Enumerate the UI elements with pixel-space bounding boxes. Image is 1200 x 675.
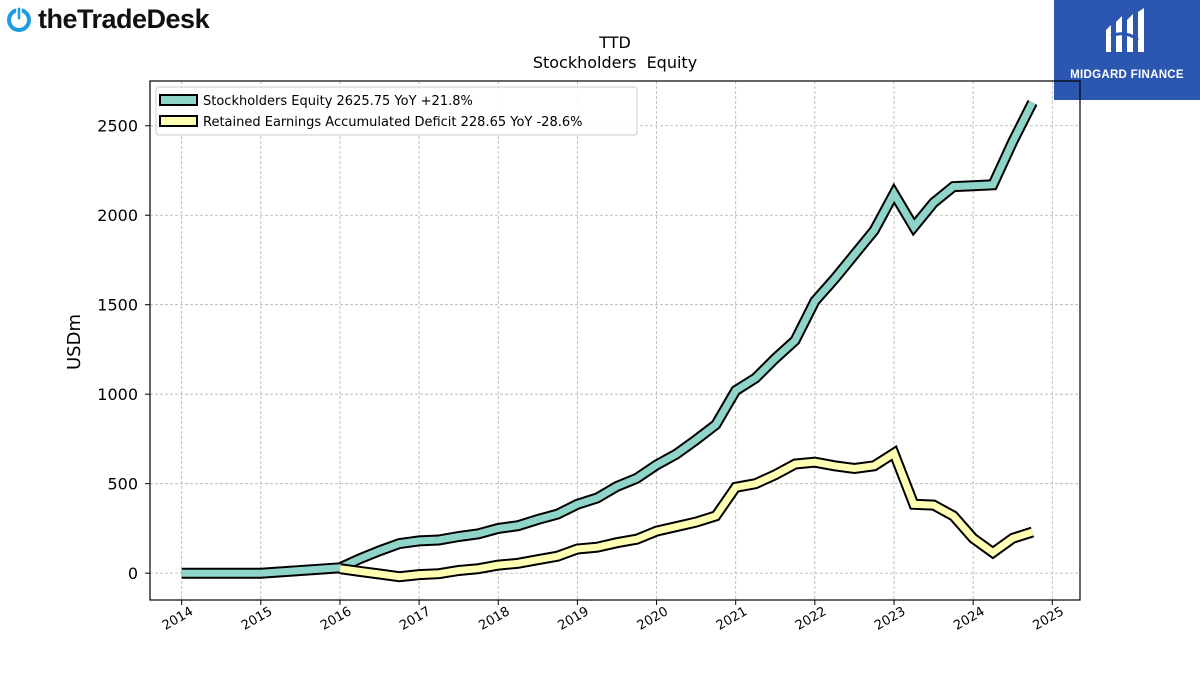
company-logo-text: theTradeDesk bbox=[38, 3, 210, 34]
thetradedesk-mark-icon bbox=[7, 6, 31, 32]
x-tick-label: 2024 bbox=[951, 604, 987, 634]
y-axis-label: USDm bbox=[64, 314, 85, 370]
x-tick-label: 2016 bbox=[318, 604, 354, 634]
x-tick-label: 2021 bbox=[714, 604, 750, 634]
legend-swatch-0 bbox=[159, 94, 198, 106]
x-tick-label: 2017 bbox=[397, 604, 433, 634]
midgard-finance-logo: MIDGARD FINANCE bbox=[1054, 0, 1200, 100]
x-tick-label: 2023 bbox=[872, 604, 908, 634]
y-tick-label: 1000 bbox=[97, 385, 138, 404]
series-line-1 bbox=[339, 447, 1034, 581]
y-tick-label: 500 bbox=[107, 475, 138, 494]
x-tick-label: 2018 bbox=[476, 604, 512, 634]
y-tick-label: 0 bbox=[128, 564, 138, 583]
series-line-0 bbox=[181, 100, 1036, 577]
series-lines bbox=[181, 100, 1038, 583]
y-tick-label: 2500 bbox=[97, 117, 138, 136]
series-outline-0 bbox=[181, 100, 1038, 579]
legend-label-0: Stockholders Equity 2625.75 YoY +21.8% bbox=[203, 94, 473, 109]
series-outline-1 bbox=[339, 444, 1035, 583]
sponsor-logo-text: MIDGARD FINANCE bbox=[1070, 69, 1184, 81]
chart-subtitle: Stockholders Equity bbox=[532, 53, 698, 72]
y-axis: 0 500 1000 1500 2000 2500 bbox=[97, 117, 150, 583]
legend-swatch-1 bbox=[159, 115, 198, 127]
legend-label-1: Retained Earnings Accumulated Deficit 22… bbox=[203, 115, 582, 130]
chart-title: TTD bbox=[599, 33, 631, 52]
x-tick-label: 2014 bbox=[160, 604, 196, 634]
legend: Stockholders Equity 2625.75 YoY +21.8% Re… bbox=[155, 86, 638, 136]
x-tick-label: 2015 bbox=[239, 604, 275, 634]
x-axis: 2014 2015 2016 2017 2018 2019 2020 2021 2022 2023… bbox=[160, 600, 1067, 634]
grid-lines bbox=[150, 81, 1080, 600]
x-tick-label: 2020 bbox=[635, 604, 671, 634]
x-tick-label: 2019 bbox=[556, 604, 592, 634]
plot-frame bbox=[149, 80, 1081, 601]
thetradedesk-logo: theTradeDesk bbox=[6, 2, 210, 36]
legend-box bbox=[155, 86, 638, 136]
x-tick-label: 2022 bbox=[793, 604, 829, 634]
midgard-mark-icon bbox=[1106, 8, 1144, 52]
x-tick-label: 2025 bbox=[1030, 604, 1066, 634]
y-tick-label: 1500 bbox=[97, 296, 138, 315]
y-tick-label: 2000 bbox=[97, 206, 138, 225]
